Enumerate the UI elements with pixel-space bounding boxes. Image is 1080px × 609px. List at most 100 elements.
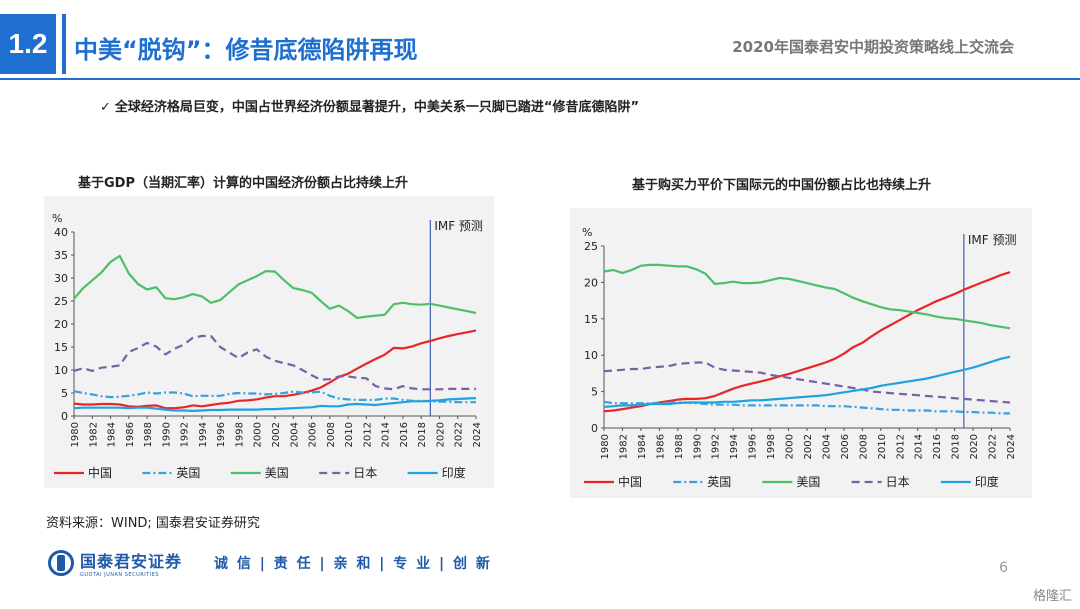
x-tick-label: 2006 [308,422,319,447]
y-tick-label: 10 [584,349,598,362]
series-line-中国 [603,271,1011,413]
y-tick-label: 10 [54,364,68,377]
y-unit-label: % [52,212,62,225]
x-tick-label: 2006 [840,434,851,459]
legend-label: 印度 [442,465,466,480]
legend-label: 美国 [265,466,289,480]
series-line-美国 [73,254,477,320]
x-tick-label: 2020 [435,422,446,447]
key-point-bullet: ✓ 全球经济格局巨变，中国占世界经济份额显著提升，中美关系一只脚已踏进“修昔底德陷… [100,96,639,115]
header-divider [0,78,1080,80]
x-tick-label: 1980 [70,422,81,447]
x-tick-label: 1990 [692,434,703,459]
x-tick-label: 2022 [988,434,999,459]
legend-label: 中国 [88,465,112,480]
x-tick-label: 1980 [600,434,611,459]
company-logo: 国泰君安证券 GUOTAI JUNAN SECURITIES [48,548,182,578]
x-tick-label: 2024 [472,422,483,447]
x-tick-label: 1996 [216,422,227,447]
x-tick-label: 1994 [729,434,740,459]
y-tick-label: 25 [584,240,598,253]
key-point-text: 全球经济格局巨变，中国占世界经济份额显著提升，中美关系一只脚已踏进“修昔底德陷阱… [114,100,639,115]
logo-name: 国泰君安证券 [80,552,183,571]
page-number: 6 [999,560,1008,576]
legend-label: 中国 [618,474,642,489]
x-tick-label: 1986 [125,422,136,447]
x-tick-label: 1982 [88,422,99,447]
logo-mark-icon [48,550,74,576]
x-tick-label: 2018 [951,434,962,459]
x-tick-label: 2016 [932,434,943,459]
x-tick-label: 1998 [766,434,777,459]
x-tick-label: 2000 [785,434,796,459]
forecast-annotation: IMF 预测 [968,233,1017,247]
x-tick-label: 2016 [399,422,410,447]
watermark: 格隆汇 [1032,589,1072,604]
x-tick-label: 2020 [969,434,980,459]
y-tick-label: 20 [54,318,68,331]
x-tick-label: 2008 [858,434,869,459]
series-line-印度 [603,355,1011,408]
x-tick-label: 2004 [289,422,300,447]
x-tick-label: 1992 [711,434,722,459]
x-tick-label: 1998 [234,422,245,447]
gdp-share-chart: % 0 5 10 15 20 25 30 35 40 1980 1982 1984 1986 1988 199… [52,212,483,480]
y-tick-label: 30 [54,272,68,285]
y-tick-label: 0 [591,422,598,435]
y-tick-label: 15 [54,341,68,354]
x-tick-label: 2014 [381,422,392,447]
source-note: 资料来源：WIND; 国泰君安证券研究 [46,516,260,531]
x-tick-label: 2010 [877,434,888,459]
x-tick-label: 1988 [674,434,685,459]
logo-english-name: GUOTAI JUNAN SECURITIES [80,572,160,578]
y-unit-label: % [582,226,592,239]
y-tick-label: 20 [584,276,598,289]
company-slogan: 诚 信 | 责 任 | 亲 和 | 专 业 | 创 新 [214,556,492,572]
series-line-中国 [73,329,477,410]
legend-label: 印度 [975,474,999,489]
legend-label: 英国 [176,466,200,480]
x-tick-label: 2024 [1006,434,1017,459]
y-tick-label: 0 [61,410,68,423]
x-tick-label: 1996 [748,434,759,459]
section-number-badge: 1.2 [0,14,56,74]
y-tick-label: 5 [61,387,68,400]
y-tick-label: 5 [591,386,598,399]
legend-label: 美国 [796,475,820,489]
x-tick-label: 2012 [362,422,373,447]
x-tick-label: 2012 [895,434,906,459]
x-tick-label: 1990 [161,422,172,447]
x-tick-label: 2022 [454,422,465,447]
x-tick-label: 2014 [914,434,925,459]
x-tick-label: 2002 [803,434,814,459]
left-chart-title: 基于GDP（当期汇率）计算的中国经济份额占比持续上升 [78,176,408,191]
right-chart-panel: % 0 5 10 15 20 25 1980 1982 1984 1986 1988 1990 1992 1… [570,208,1032,498]
slide-title: 中美“脱钩”：修昔底德陷阱再现 [74,36,418,64]
left-chart-panel: % 0 5 10 15 20 25 30 35 40 1980 1982 1984 1986 1988 199… [44,196,494,488]
ppp-share-chart: % 0 5 10 15 20 25 1980 1982 1984 1986 1988 1990 1992 1… [582,226,1017,489]
right-chart-title: 基于购买力平价下国际元的中国份额占比也持续上升 [632,178,932,193]
x-tick-label: 1984 [107,422,118,447]
x-tick-label: 2010 [344,422,355,447]
series-line-美国 [603,263,1011,330]
y-tick-label: 40 [54,226,68,239]
series-line-日本 [603,361,1011,404]
x-tick-label: 2000 [253,422,264,447]
x-tick-label: 1986 [655,434,666,459]
check-icon: ✓ [100,100,111,115]
series-line-日本 [73,334,476,391]
x-tick-label: 2004 [821,434,832,459]
y-tick-label: 25 [54,295,68,308]
x-tick-label: 2008 [326,422,337,447]
x-tick-label: 1992 [180,422,191,447]
forecast-annotation: IMF 预测 [434,219,483,233]
x-tick-label: 1984 [637,434,648,459]
x-tick-label: 1982 [618,434,629,459]
x-tick-label: 2018 [417,422,428,447]
event-label: 2020年国泰君安中期投资策略线上交流会 [732,38,1014,56]
legend-label: 日本 [353,466,377,480]
x-tick-label: 1994 [198,422,209,447]
y-tick-label: 15 [584,313,598,326]
x-tick-label: 2002 [271,422,282,447]
y-tick-label: 35 [54,249,68,262]
